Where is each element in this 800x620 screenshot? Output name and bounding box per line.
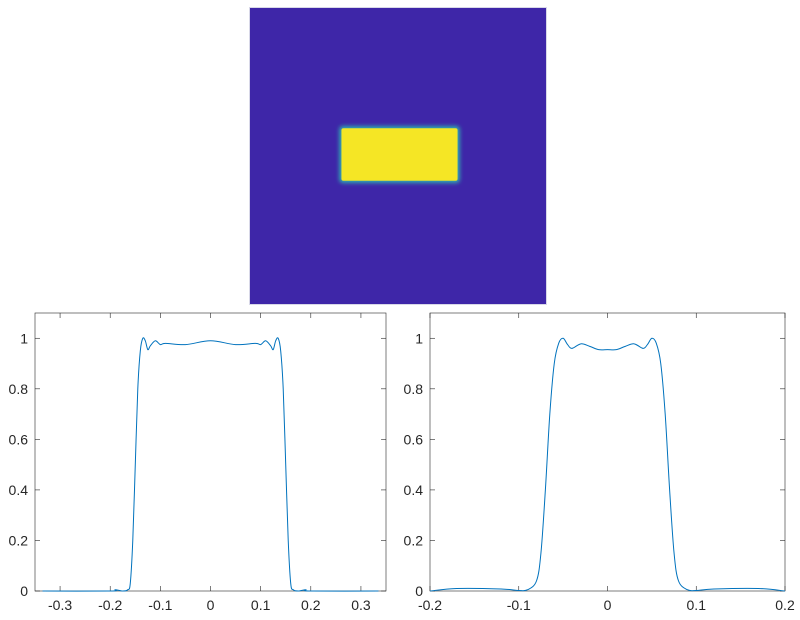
y-tick-label: 0.2 <box>9 532 29 548</box>
y-tick-label: 1 <box>415 330 423 346</box>
axes-box <box>429 312 786 592</box>
heatmap-image <box>249 7 547 305</box>
heatmap-block <box>341 128 458 181</box>
x-tick-label: -0.1 <box>507 597 531 613</box>
x-tick-label: 0 <box>604 597 612 613</box>
y-tick-label: 0.2 <box>404 532 424 548</box>
axes-box <box>34 312 387 592</box>
x-tick-label: 0.2 <box>775 597 795 613</box>
y-tick-label: 0.8 <box>9 381 29 397</box>
y-tick-label: 0.6 <box>9 431 29 447</box>
x-tick-label: -0.2 <box>418 597 442 613</box>
y-tick-label: 0.6 <box>404 431 424 447</box>
x-tick-label: -0.3 <box>48 597 72 613</box>
x-tick-label: 0.1 <box>251 597 271 613</box>
line-plot-right: -0.2 -0.1 0 0.1 0.2 0 0.2 0.4 0.6 0.8 1 <box>404 312 795 613</box>
data-series-line <box>429 337 786 592</box>
y-tick-label: 1 <box>20 330 28 346</box>
y-tick-label: 0 <box>20 583 28 599</box>
y-tick-label: 0.4 <box>404 482 424 498</box>
y-tick-label: 0.4 <box>9 482 29 498</box>
data-series-line <box>42 337 379 592</box>
y-tick-label: 0 <box>415 583 423 599</box>
x-tick-label: 0.1 <box>687 597 707 613</box>
x-tick-label: 0.2 <box>301 597 321 613</box>
x-tick-label: 0 <box>207 597 215 613</box>
line-plot-left: -0.3 -0.2 -0.1 0 0.1 0.2 0.3 0 0.2 0.4 0.6 0.8 1 <box>9 312 387 613</box>
x-tick-label: 0.3 <box>351 597 371 613</box>
x-tick-label: -0.2 <box>98 597 122 613</box>
y-tick-label: 0.8 <box>404 381 424 397</box>
heatmap-border <box>249 7 547 305</box>
x-tick-label: -0.1 <box>148 597 172 613</box>
